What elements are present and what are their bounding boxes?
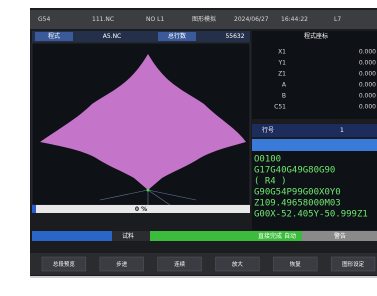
coord-system: G54 [38,16,50,23]
total-lines: 55632 [225,33,244,40]
line-label: 行号 [262,126,274,134]
button-label[interactable]: 连续 [174,260,186,268]
frame-edge [30,276,377,278]
status-text: 警告 [334,232,346,240]
coord-axis: Z1 [278,71,286,78]
line-number: NO L1 [146,16,164,23]
program-name: A5.NC [103,33,122,40]
coord-value: 0.000 [359,49,376,56]
status-text: 直接完成 [258,232,282,240]
code-line: G00X-52.405Y-50.999Z1 [254,210,368,220]
button-label[interactable]: 恢复 [290,260,302,268]
status-text: 自动 [284,232,296,240]
highlight-row [252,139,377,151]
button-label[interactable]: 总段预览 [53,260,76,268]
coord-axis: C51 [274,104,286,111]
line-value: 1 [340,127,344,134]
file-name: 111.NC [92,16,114,23]
coord-axis: X1 [278,49,286,56]
total-label: 总行数 [168,32,186,40]
status-seg [32,231,112,241]
date: 2024/06/27 [234,16,269,23]
coord-value: 0.000 [359,93,376,100]
code-line: ( R4 ) [254,177,287,187]
code-line: Z109.49658000M03 [254,199,341,209]
mode: 图形模拟 [192,15,216,23]
coord-value: 0.000 [359,104,376,111]
coord-value: 0.000 [359,60,376,67]
button-label[interactable]: 图形设定 [342,260,365,268]
status-text: 试料 [122,232,134,240]
coord-title: 程式座标 [304,32,328,40]
coord-value: 0.000 [359,71,376,78]
progress-text: 0 % [135,206,147,213]
screen: G54 111.NC NO L1 图形模拟 2024/06/27 16:44:2… [0,0,377,292]
button-label[interactable]: 放大 [232,260,244,268]
progress-fill [32,205,36,213]
code-line: O0100 [254,155,281,165]
code-line: G90G54P99G00X0Y0 [254,188,341,198]
code-line: G17G40G49G80G90 [254,166,335,176]
coord-value: 0.000 [359,82,376,89]
tool-position [147,189,150,192]
status-seg [150,231,250,241]
program-label: 程式 [48,32,60,40]
button-label[interactable]: 步进 [116,260,128,268]
coord-axis: B [282,93,286,100]
time: 16:44:22 [281,16,308,23]
coord-axis: Y1 [278,60,287,67]
level: L7 [334,16,341,23]
